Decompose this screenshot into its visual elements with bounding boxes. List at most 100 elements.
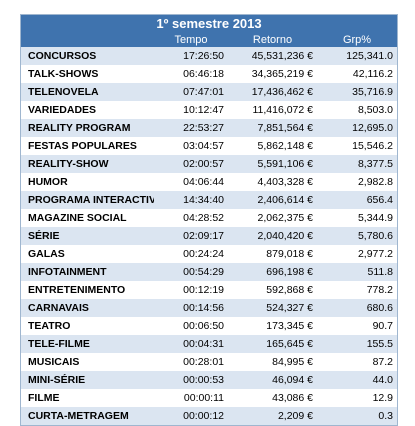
grp-cell: 2,977.2 (317, 245, 397, 263)
tempo-cell: 14:34:40 (154, 191, 228, 209)
retorno-cell: 34,365,219 € (228, 65, 317, 83)
grp-cell: 656.4 (317, 191, 397, 209)
genre-cell: MINI-SÉRIE (21, 371, 154, 389)
retorno-cell: 165,645 € (228, 335, 317, 353)
retorno-cell: 5,862,148 € (228, 137, 317, 155)
grp-cell: 2,982.8 (317, 173, 397, 191)
tempo-cell: 17:26:50 (154, 47, 228, 65)
tempo-cell: 00:54:29 (154, 263, 228, 281)
retorno-cell: 2,062,375 € (228, 209, 317, 227)
table-row: CARNAVAIS 00:14:56 524,327 €680.6 (21, 299, 397, 317)
retorno-cell: 84,995 € (228, 353, 317, 371)
grp-cell: 35,716.9 (317, 83, 397, 101)
tempo-cell: 00:00:53 (154, 371, 228, 389)
tempo-cell: 02:09:17 (154, 227, 228, 245)
header-genre (21, 33, 154, 47)
header-retorno: Retorno (228, 33, 317, 47)
grp-cell: 5,344.9 (317, 209, 397, 227)
genre-cell: INFOTAINMENT (21, 263, 154, 281)
tempo-cell: 07:47:01 (154, 83, 228, 101)
grp-cell: 42,116.2 (317, 65, 397, 83)
genre-cell: TELE-FILME (21, 335, 154, 353)
genre-cell: MUSICAIS (21, 353, 154, 371)
table-row: TELE-FILME 00:04:31 165,645 €155.5 (21, 335, 397, 353)
genre-cell: FILME (21, 389, 154, 407)
grp-cell: 155.5 (317, 335, 397, 353)
tempo-cell: 03:04:57 (154, 137, 228, 155)
table-row: GALAS 00:24:24 879,018 €2,977.2 (21, 245, 397, 263)
genre-cell: VARIEDADES (21, 101, 154, 119)
grp-cell: 8,377.5 (317, 155, 397, 173)
grp-cell: 87.2 (317, 353, 397, 371)
retorno-cell: 5,591,106 € (228, 155, 317, 173)
tempo-cell: 00:06:50 (154, 317, 228, 335)
table-row: MINI-SÉRIE 00:00:53 46,094 €44.0 (21, 371, 397, 389)
grp-cell: 0.3 (317, 407, 397, 425)
table-row: INFOTAINMENT 00:54:29 696,198 €511.8 (21, 263, 397, 281)
retorno-cell: 173,345 € (228, 317, 317, 335)
genre-cell: SÉRIE (21, 227, 154, 245)
genre-cell: CARNAVAIS (21, 299, 154, 317)
tempo-cell: 00:04:31 (154, 335, 228, 353)
grp-cell: 90.7 (317, 317, 397, 335)
grp-cell: 12,695.0 (317, 119, 397, 137)
table-row: REALITY-SHOW 02:00:57 5,591,106 €8,377.5 (21, 155, 397, 173)
table-row: TEATRO 00:06:50 173,345 €90.7 (21, 317, 397, 335)
retorno-cell: 524,327 € (228, 299, 317, 317)
tempo-cell: 02:00:57 (154, 155, 228, 173)
grp-cell: 8,503.0 (317, 101, 397, 119)
tempo-cell: 04:28:52 (154, 209, 228, 227)
retorno-cell: 696,198 € (228, 263, 317, 281)
table-row: FILME 00:00:11 43,086 €12.9 (21, 389, 397, 407)
retorno-cell: 7,851,564 € (228, 119, 317, 137)
genre-cell: CURTA-METRAGEM (21, 407, 154, 425)
genre-cell: MAGAZINE SOCIAL (21, 209, 154, 227)
table-row: TALK-SHOWS 06:46:18 34,365,219 €42,116.2 (21, 65, 397, 83)
grp-cell: 778.2 (317, 281, 397, 299)
genre-cell: ENTRETENIMENTO (21, 281, 154, 299)
header-row: Tempo Retorno Grp% (21, 33, 397, 47)
retorno-cell: 11,416,072 € (228, 101, 317, 119)
tempo-cell: 00:14:56 (154, 299, 228, 317)
grp-cell: 5,780.6 (317, 227, 397, 245)
retorno-cell: 4,403,328 € (228, 173, 317, 191)
genre-cell: CONCURSOS (21, 47, 154, 65)
genre-cell: TALK-SHOWS (21, 65, 154, 83)
table-row: ENTRETENIMENTO 00:12:19 592,868 €778.2 (21, 281, 397, 299)
table-row: MAGAZINE SOCIAL 04:28:52 2,062,375 €5,344.… (21, 209, 397, 227)
table-row: CONCURSOS 17:26:50 45,531,236 €125,341.0 (21, 47, 397, 65)
table-row: MUSICAIS 00:28:01 84,995 €87.2 (21, 353, 397, 371)
retorno-cell: 592,868 € (228, 281, 317, 299)
genre-cell: HUMOR (21, 173, 154, 191)
grp-cell: 680.6 (317, 299, 397, 317)
tempo-cell: 06:46:18 (154, 65, 228, 83)
table-row: TELENOVELA 07:47:01 17,436,462 €35,716.9 (21, 83, 397, 101)
header-tempo: Tempo (154, 33, 228, 47)
tempo-cell: 10:12:47 (154, 101, 228, 119)
tempo-cell: 00:24:24 (154, 245, 228, 263)
tempo-cell: 22:53:27 (154, 119, 228, 137)
grp-cell: 125,341.0 (317, 47, 397, 65)
grp-cell: 44.0 (317, 371, 397, 389)
genre-cell: TEATRO (21, 317, 154, 335)
retorno-cell: 43,086 € (228, 389, 317, 407)
retorno-cell: 45,531,236 € (228, 47, 317, 65)
genre-cell: PROGRAMA INTERACTIVO (21, 191, 154, 209)
genre-cell: REALITY-SHOW (21, 155, 154, 173)
table-row: PROGRAMA INTERACTIVO 14:34:40 2,406,614 €6… (21, 191, 397, 209)
grp-cell: 511.8 (317, 263, 397, 281)
genre-cell: REALITY PROGRAM (21, 119, 154, 137)
genre-cell: FESTAS POPULARES (21, 137, 154, 155)
data-table: Tempo Retorno Grp% CONCURSOS 17:26:50 45,5… (21, 33, 397, 425)
table-row: FESTAS POPULARES 03:04:57 5,862,148 €15,54… (21, 137, 397, 155)
genre-cell: GALAS (21, 245, 154, 263)
grp-cell: 12.9 (317, 389, 397, 407)
retorno-cell: 2,040,420 € (228, 227, 317, 245)
table-row: CURTA-METRAGEM 00:00:12 2,209 €0.3 (21, 407, 397, 425)
table-row: SÉRIE 02:09:17 2,040,420 €5,780.6 (21, 227, 397, 245)
tempo-cell: 00:00:12 (154, 407, 228, 425)
grp-cell: 15,546.2 (317, 137, 397, 155)
table-title: 1º semestre 2013 (21, 15, 397, 33)
retorno-cell: 2,209 € (228, 407, 317, 425)
table-row: VARIEDADES 10:12:47 11,416,072 €8,503.0 (21, 101, 397, 119)
